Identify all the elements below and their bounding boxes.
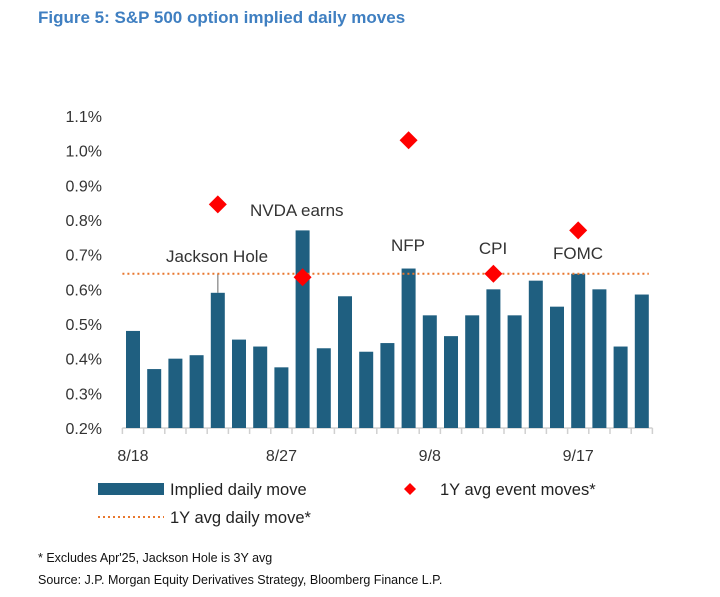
annotation-label: Jackson Hole	[166, 247, 268, 266]
footnote: * Excludes Apr'25, Jackson Hole is 3Y av…	[38, 551, 273, 565]
bar	[316, 348, 331, 428]
bar	[147, 369, 162, 428]
bar	[592, 289, 607, 428]
bar	[168, 358, 183, 428]
bar	[295, 230, 310, 428]
x-tick-label: 8/18	[117, 448, 148, 465]
bar	[274, 367, 289, 428]
chart-title: Figure 5: S&P 500 option implied daily m…	[38, 8, 406, 27]
y-tick-label: 0.2%	[66, 421, 102, 438]
bar	[422, 315, 437, 428]
y-tick-label: 0.9%	[66, 178, 102, 195]
bar	[401, 268, 416, 428]
y-tick-label: 0.5%	[66, 317, 102, 334]
event-move-marker	[399, 131, 418, 150]
bar	[550, 306, 564, 428]
legend-label: Implied daily move	[170, 481, 307, 499]
legend-label: 1Y avg daily move*	[170, 509, 312, 527]
annotation-label: NVDA earns	[250, 201, 344, 220]
event-move-marker	[484, 264, 503, 283]
annotation-label: FOMC	[553, 244, 603, 263]
x-tick-label: 8/27	[266, 448, 297, 465]
bar	[634, 294, 649, 428]
legend-diamond-swatch	[404, 483, 416, 495]
event-move-marker	[293, 268, 312, 287]
bar	[444, 336, 458, 428]
y-tick-label: 0.7%	[66, 248, 102, 265]
y-tick-label: 0.8%	[66, 213, 102, 230]
bar	[232, 339, 246, 428]
bar	[507, 315, 522, 428]
bar	[338, 296, 352, 428]
y-tick-label: 0.4%	[66, 352, 102, 369]
bar	[486, 289, 501, 428]
bar	[253, 346, 268, 428]
x-tick-label: 9/8	[419, 448, 441, 465]
bar	[210, 292, 225, 428]
bar	[528, 280, 543, 428]
event-move-marker	[569, 221, 588, 240]
annotation-label: NFP	[391, 236, 425, 255]
legend-label: 1Y avg event moves*	[440, 481, 596, 499]
source-note: Source: J.P. Morgan Equity Derivatives S…	[38, 573, 443, 587]
event-move-marker	[208, 195, 227, 214]
y-tick-label: 1.1%	[66, 109, 102, 126]
y-tick-label: 0.6%	[66, 282, 102, 299]
bar	[613, 346, 628, 428]
bar	[126, 330, 140, 428]
bar	[189, 355, 204, 428]
bar	[359, 351, 374, 428]
y-tick-label: 0.3%	[66, 386, 102, 403]
bar	[465, 315, 480, 428]
bar	[380, 343, 395, 428]
bar	[571, 273, 586, 428]
annotation-label: CPI	[479, 239, 507, 258]
legend-bar-swatch	[98, 483, 164, 495]
y-tick-label: 1.0%	[66, 144, 102, 161]
x-tick-label: 9/17	[563, 448, 594, 465]
